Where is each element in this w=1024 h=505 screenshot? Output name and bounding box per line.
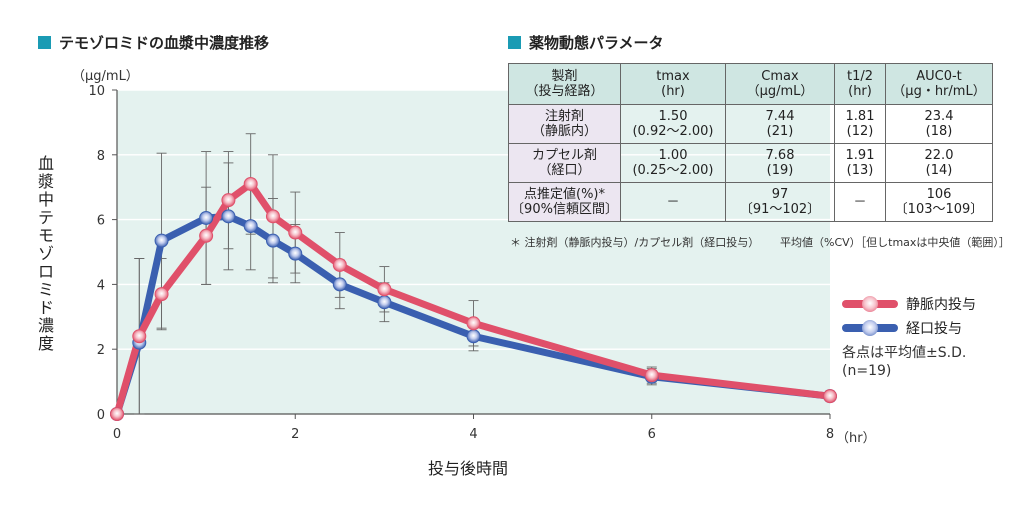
table-cell: 1.50 (0.92〜2.00) [620,104,726,144]
data-point-oral [332,277,347,292]
header-auc: AUC0-t （μg・hr/mL） [885,63,993,105]
y-tick-label: 4 [97,278,105,293]
chart-legend: 静脈内投与 経口投与 各点は平均値±S.D. (n=19) [842,292,976,380]
y-axis-label-char: 血 [37,154,54,173]
table-cell: 106 〔103〜109〕 [885,182,993,222]
title-marker-icon [508,36,521,49]
legend-item-oral: 経口投与 [842,316,976,340]
header-half-life: t1/2 (hr) [834,63,886,105]
table-row: 点推定値(%)* 〔90%信頼区間〕 － 97 〔91〜102〕 － 106 〔103… [508,182,993,222]
table-cell: 22.0 (14) [885,143,993,183]
data-point-oral [288,246,303,261]
y-axis-label: 血漿中テモゾロミド濃度 [36,155,56,353]
data-point-oral [199,210,214,225]
table-cell: 7.68 (19) [725,143,835,183]
data-point-oral [221,209,236,224]
x-axis-label: 投与後時間 [428,459,509,478]
x-tick-label: 0 [113,427,121,442]
x-tick-label: 4 [469,427,477,442]
x-tick-label: 6 [648,427,656,442]
header-tmax: tmax (hr) [620,63,726,105]
data-point-iv [332,257,347,272]
pk-parameters-table: 製剤 （投与経路） tmax (hr) Cmax （μg/mL） t1/2 (hr) A… [508,63,993,222]
y-axis-label-char: 中 [37,190,54,209]
y-axis-label-char: モ [37,226,54,245]
y-axis-label-char: ゾ [37,244,54,263]
y-axis-label-char: ロ [37,262,54,281]
legend-swatch-oral [842,320,898,336]
table-row: 注射剤 （静脈内） 1.50 (0.92〜2.00) 7.44 (21) 1.81 (1… [508,104,993,144]
legend-item-iv: 静脈内投与 [842,292,976,316]
y-tick-label: 6 [97,214,105,229]
data-point-iv [154,287,169,302]
data-point-iv [377,282,392,297]
table-cell: 23.4 (18) [885,104,993,144]
y-axis-label-char: ド [37,298,54,317]
y-tick-label: 0 [97,408,105,423]
row-head: 注射剤 （静脈内） [508,104,621,144]
table-title: 薬物動態パラメータ [508,32,664,53]
data-point-oral [154,233,169,248]
header-formulation: 製剤 （投与経路） [508,63,621,105]
table-cell: － [620,182,726,222]
table-cell: 1.00 (0.25〜2.00) [620,143,726,183]
data-point-iv [199,228,214,243]
legend-note-line: 各点は平均値±S.D. [842,345,967,361]
y-axis-label-char: 漿 [37,172,54,191]
y-axis-unit: （μg/mL） [72,69,139,84]
y-axis-label-char: ミ [37,280,54,299]
data-point-oral [377,295,392,310]
data-point-iv [288,225,303,240]
table-title-text: 薬物動態パラメータ [529,34,664,52]
x-tick-label: 2 [291,427,299,442]
row-head: 点推定値(%)* 〔90%信頼区間〕 [508,182,621,222]
y-axis-label-char: 度 [37,334,54,353]
row-head: カプセル剤 （経口） [508,143,621,183]
header-cmax: Cmax （μg/mL） [725,63,835,105]
data-point-iv [132,329,147,344]
title-marker-icon [38,36,51,49]
data-point-oral [265,233,280,248]
table-cell: 7.44 (21) [725,104,835,144]
table-cell: － [834,182,886,222]
legend-note: 各点は平均値±S.D. (n=19) [842,344,976,380]
table-cell: 97 〔91〜102〕 [725,182,835,222]
table-footnote: ＊ 注射剤（静脈内投与）/カプセル剤（経口投与） [510,236,760,249]
table-row: カプセル剤 （経口） 1.00 (0.25〜2.00) 7.68 (19) 1.91(… [508,143,993,183]
y-tick-label: 8 [97,149,105,164]
data-point-oral [466,329,481,344]
x-tick-label: 8 [826,427,834,442]
data-point-oral [243,219,258,234]
data-point-iv [823,389,837,404]
table-cell: 1.91 (13) [834,143,886,183]
chart-title: テモゾロミドの血漿中濃度推移 [38,32,269,53]
data-point-iv [221,193,236,208]
data-point-iv [265,209,280,224]
data-point-iv [644,368,659,383]
table-header-row: 製剤 （投与経路） tmax (hr) Cmax （μg/mL） t1/2 (hr) A… [508,63,993,105]
legend-label-oral: 経口投与 [906,321,962,337]
data-point-iv [110,407,124,421]
legend-note-line: (n=19) [842,363,892,379]
table-cell: 1.81 (12) [834,104,886,144]
y-tick-label: 10 [88,84,105,99]
legend-swatch-iv [842,296,898,312]
data-point-iv [466,316,481,331]
x-axis-unit: （hr） [836,431,876,446]
y-axis-label-char: 濃 [37,316,54,335]
y-tick-label: 2 [97,343,105,358]
table-footnote-right: 平均値（%CV）［但しtmaxは中央値（範囲）］ [780,236,1010,249]
legend-label-iv: 静脈内投与 [906,297,976,313]
y-axis-label-char: テ [37,208,54,227]
chart-title-text: テモゾロミドの血漿中濃度推移 [59,34,270,52]
data-point-iv [243,176,258,191]
